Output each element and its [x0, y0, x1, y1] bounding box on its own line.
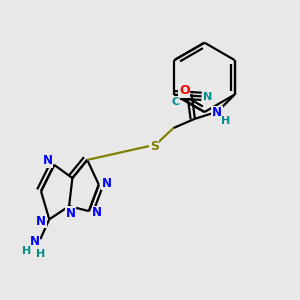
Text: H: H — [36, 249, 45, 259]
Text: N: N — [92, 206, 102, 219]
Text: C: C — [171, 97, 179, 107]
Text: N: N — [43, 154, 52, 167]
Text: O: O — [179, 84, 190, 97]
Text: N: N — [212, 106, 222, 119]
Text: H: H — [221, 116, 230, 126]
Text: N: N — [29, 235, 39, 248]
Text: N: N — [36, 214, 46, 227]
Text: N: N — [102, 176, 112, 190]
Text: N: N — [66, 207, 76, 220]
Text: N: N — [203, 92, 212, 102]
Text: H: H — [22, 246, 31, 256]
Text: S: S — [150, 140, 159, 153]
